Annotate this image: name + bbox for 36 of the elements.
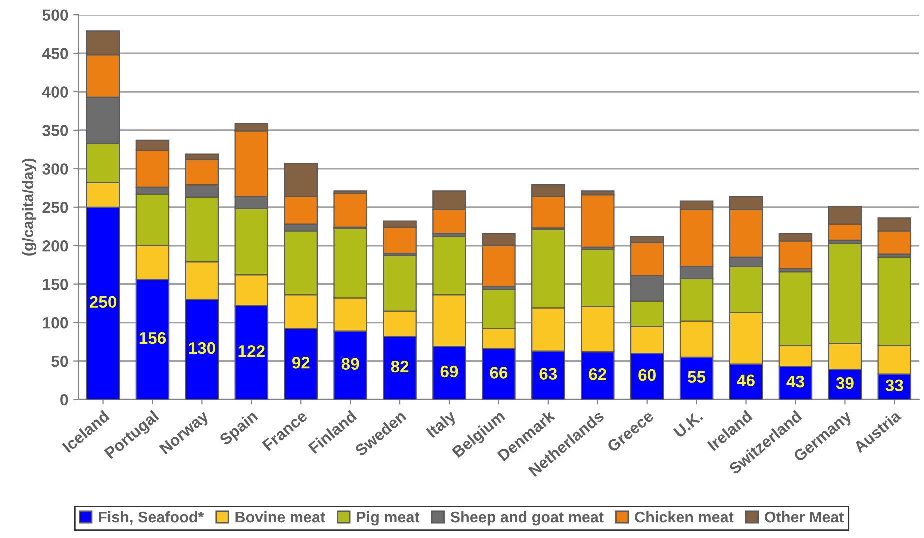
- y-tick-label: 450: [42, 48, 68, 60]
- legend-label: Bovine meat: [236, 511, 326, 523]
- data-label: 39: [836, 377, 854, 390]
- y-tick-label: 200: [42, 240, 68, 252]
- data-label: 63: [540, 368, 558, 380]
- data-label: 82: [391, 360, 409, 373]
- data-label: 55: [688, 371, 706, 384]
- y-tick-label: 50: [52, 356, 68, 368]
- data-label: 43: [786, 376, 804, 388]
- data-label: 46: [737, 374, 755, 387]
- legend-label: Sheep and goat meat: [450, 511, 604, 526]
- data-label: 122: [238, 345, 265, 358]
- data-label: 130: [189, 342, 216, 354]
- data-label: 33: [886, 380, 904, 392]
- data-label: 92: [292, 357, 310, 369]
- legend-label: Fish, Seafood*: [99, 511, 204, 525]
- data-label: 250: [90, 296, 116, 308]
- legend-label: Other Meat: [765, 511, 844, 523]
- data-label: 62: [589, 368, 606, 380]
- y-tick-label: 350: [42, 125, 68, 136]
- y-axis-title: (g/capita/day): [22, 158, 37, 256]
- y-tick-label: 150: [43, 278, 68, 290]
- data-label: 69: [440, 366, 458, 378]
- data-label: 66: [490, 367, 508, 379]
- y-tick-label: 500: [42, 10, 68, 22]
- data-label: 60: [638, 369, 656, 382]
- x-tick-label: U.K.: [673, 410, 704, 438]
- y-tick-label: 100: [43, 317, 68, 329]
- y-tick-label: 300: [42, 164, 68, 175]
- legend-label: Pig meat: [357, 511, 420, 526]
- data-label: 89: [342, 358, 360, 370]
- legend-label: Chicken meat: [635, 511, 734, 523]
- y-tick-label: 0: [60, 394, 68, 406]
- y-tick-label: 400: [42, 86, 68, 98]
- y-tick-label: 250: [42, 202, 68, 214]
- data-label: 156: [140, 332, 166, 344]
